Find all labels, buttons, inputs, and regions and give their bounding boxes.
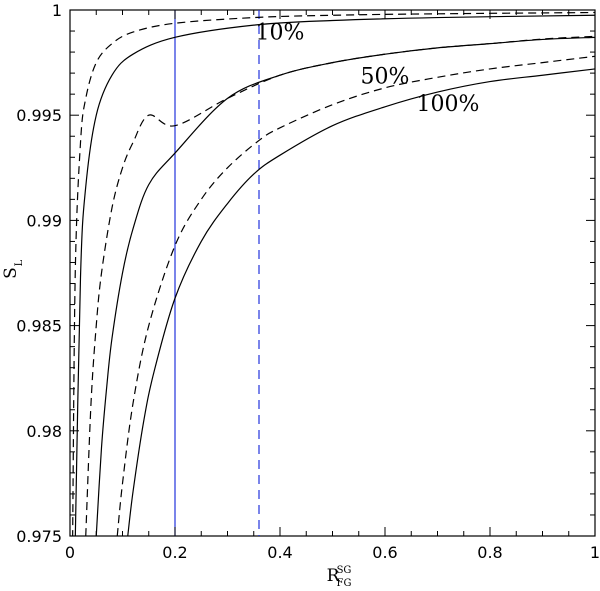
y-axis-label-sub: L bbox=[14, 259, 25, 266]
y-axis-label: S L bbox=[1, 259, 25, 279]
reference-lines bbox=[174, 10, 260, 536]
y-tick-label: 0.995 bbox=[16, 106, 62, 125]
x-tick-label: 0.4 bbox=[267, 543, 292, 562]
y-tick-label: 0.99 bbox=[26, 211, 62, 230]
curve-label-1: 50% bbox=[361, 65, 410, 90]
plot-frame bbox=[69, 9, 596, 537]
x-tick-label: 0.6 bbox=[372, 543, 397, 562]
x-axis-label-sup: SG bbox=[337, 565, 352, 576]
series-line-1 bbox=[72, 11, 595, 536]
series-line-2 bbox=[95, 36, 595, 536]
series-line-4 bbox=[127, 68, 595, 536]
series-line-5 bbox=[116, 55, 595, 536]
x-tick-label: 0.8 bbox=[477, 543, 502, 562]
x-tick-label: 0 bbox=[65, 543, 75, 562]
axis-ticks bbox=[69, 9, 596, 537]
y-tick-label: 0.985 bbox=[16, 317, 62, 336]
tick-labels: 0 0.2 0.4 0.6 0.8 1 0.975 0.98 0.985 0.99 0.995 1 bbox=[16, 1, 600, 562]
x-axis-label: R bbox=[327, 566, 341, 586]
y-tick-label: 1 bbox=[52, 1, 62, 20]
y-tick-label: 0.98 bbox=[26, 422, 62, 441]
y-tick-label: 0.975 bbox=[16, 527, 62, 546]
curve-annotations: 10% 50% 100% bbox=[256, 20, 480, 117]
curve-label-0: 10% bbox=[256, 20, 305, 45]
series-lines bbox=[72, 11, 595, 536]
x-tick-label: 1 bbox=[590, 543, 600, 562]
series-line-3 bbox=[85, 35, 595, 536]
x-axis-label-main: R bbox=[327, 566, 341, 586]
curve-label-2: 100% bbox=[417, 92, 480, 117]
x-axis-label-sub: FG bbox=[337, 578, 352, 589]
y-axis-label-main: S bbox=[1, 267, 21, 279]
x-tick-label: 0.2 bbox=[162, 543, 187, 562]
series-line-0 bbox=[74, 14, 595, 536]
